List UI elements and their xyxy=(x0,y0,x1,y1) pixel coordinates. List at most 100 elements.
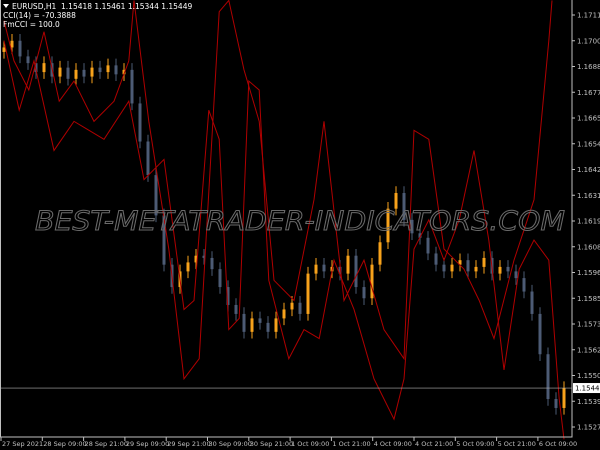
candle-body xyxy=(386,208,390,243)
candle-body xyxy=(298,302,302,314)
candle-body xyxy=(274,318,278,332)
candle-body xyxy=(410,219,414,234)
candle-body xyxy=(2,47,6,52)
candle-body xyxy=(314,264,318,274)
candle-body xyxy=(378,242,382,265)
candle-body xyxy=(138,103,142,142)
candle-body xyxy=(234,304,238,314)
candle-body xyxy=(226,287,230,305)
x-tick-label: 1 Oct 09:00 xyxy=(291,440,329,448)
y-tick-label: 1.15620 xyxy=(577,346,600,354)
x-tick-label: 29 Sep 21:00 xyxy=(167,440,210,448)
candle-body xyxy=(434,253,438,265)
candle-body xyxy=(418,233,422,238)
x-tick-label: 30 Sep 09:00 xyxy=(209,440,252,448)
y-tick-label: 1.15850 xyxy=(577,295,600,303)
candle-body xyxy=(394,193,398,209)
x-tick-label: 5 Oct 09:00 xyxy=(456,440,494,448)
y-tick-label: 1.16310 xyxy=(577,192,600,200)
candle-body xyxy=(106,65,110,73)
candle-body xyxy=(162,215,166,265)
y-tick-label: 1.16195 xyxy=(577,218,600,226)
y-tick-label: 1.15390 xyxy=(577,398,600,406)
candle-body xyxy=(338,266,342,274)
current-price-label: 1.15449 xyxy=(575,385,600,393)
price-axis[interactable]: 1.17115 1.17000 1.16885 1.16770 1.16655 1.165… xyxy=(572,12,600,432)
y-tick-label: 1.16540 xyxy=(577,140,600,148)
candle-body xyxy=(546,354,550,400)
candle-body xyxy=(482,257,486,267)
candle-body xyxy=(210,257,214,270)
candle-body xyxy=(26,56,30,64)
candle-body xyxy=(186,262,190,272)
indicator-line-2 xyxy=(3,40,565,440)
y-tick-label: 1.16655 xyxy=(577,115,600,123)
collapse-triangle-icon[interactable] xyxy=(3,4,9,8)
candle-body xyxy=(58,67,62,77)
candle-body xyxy=(466,260,470,272)
y-tick-label: 1.15505 xyxy=(577,372,600,380)
candle-body xyxy=(10,40,14,48)
y-tick-label: 1.16885 xyxy=(577,63,600,71)
x-tick-label: 30 Sep 21:00 xyxy=(250,440,293,448)
candle-body xyxy=(530,291,534,314)
candle-body xyxy=(498,266,502,274)
candle-body xyxy=(66,67,70,79)
candle-body xyxy=(74,69,78,79)
candle-body xyxy=(458,260,462,265)
cci-value: CCI(14) = -70.3888 xyxy=(3,11,76,20)
candle-body xyxy=(90,67,94,77)
candle-body xyxy=(282,309,286,319)
indicator-line-1 xyxy=(3,0,553,381)
candle-body xyxy=(322,264,326,272)
x-tick-label: 29 Sep 09:00 xyxy=(126,440,169,448)
plot-border xyxy=(0,0,573,438)
candle-body xyxy=(554,399,558,408)
candle-body xyxy=(442,264,446,272)
y-tick-label: 1.15965 xyxy=(577,269,600,277)
fmcci-value: FmCCI = 100.0 xyxy=(3,20,60,29)
candle-body xyxy=(218,269,222,288)
candle-body xyxy=(402,193,406,220)
y-tick-label: 1.16770 xyxy=(577,89,600,97)
candle-body xyxy=(114,65,118,75)
candle-body xyxy=(290,302,294,310)
y-tick-label: 1.17115 xyxy=(577,12,600,20)
symbol-ohlc: EURUSD,H1 1.15418 1.15461 1.15344 1.1544… xyxy=(12,2,193,11)
candle-body xyxy=(194,255,198,263)
candle-body xyxy=(130,69,134,104)
indicator-lines-layer xyxy=(3,0,565,440)
x-tick-label: 1 Oct 21:00 xyxy=(332,440,370,448)
candle-body xyxy=(202,255,206,258)
candle-body xyxy=(522,278,526,292)
watermark: BEST-METATRADER-INDICATORS.COM xyxy=(35,206,565,237)
candle-body xyxy=(306,273,310,314)
y-tick-label: 1.16080 xyxy=(577,243,600,251)
candle-body xyxy=(562,388,566,408)
y-tick-label: 1.15735 xyxy=(577,321,600,329)
candle-body xyxy=(250,318,254,332)
candle-body xyxy=(538,313,542,355)
candle-body xyxy=(450,264,454,272)
x-tick-label: 28 Sep 09:00 xyxy=(43,440,86,448)
x-tick-label: 28 Sep 21:00 xyxy=(85,440,128,448)
candle-body xyxy=(146,141,150,176)
candle-body xyxy=(362,287,366,299)
candle-body xyxy=(506,266,510,272)
candle-body xyxy=(258,318,262,323)
x-tick-label: 4 Oct 09:00 xyxy=(374,440,412,448)
candle-body xyxy=(82,69,86,77)
candle-body xyxy=(474,266,478,272)
candle-body xyxy=(426,237,430,254)
candle-body xyxy=(514,271,518,279)
x-tick-label: 4 Oct 21:00 xyxy=(415,440,453,448)
candle-body xyxy=(242,313,246,332)
candle-body xyxy=(98,67,102,73)
candle-body xyxy=(154,175,158,216)
y-tick-label: 1.17000 xyxy=(577,37,600,45)
x-tick-label: 5 Oct 21:00 xyxy=(498,440,536,448)
y-tick-label: 1.15275 xyxy=(577,424,600,432)
x-tick-label: 27 Sep 2021 xyxy=(2,440,43,448)
